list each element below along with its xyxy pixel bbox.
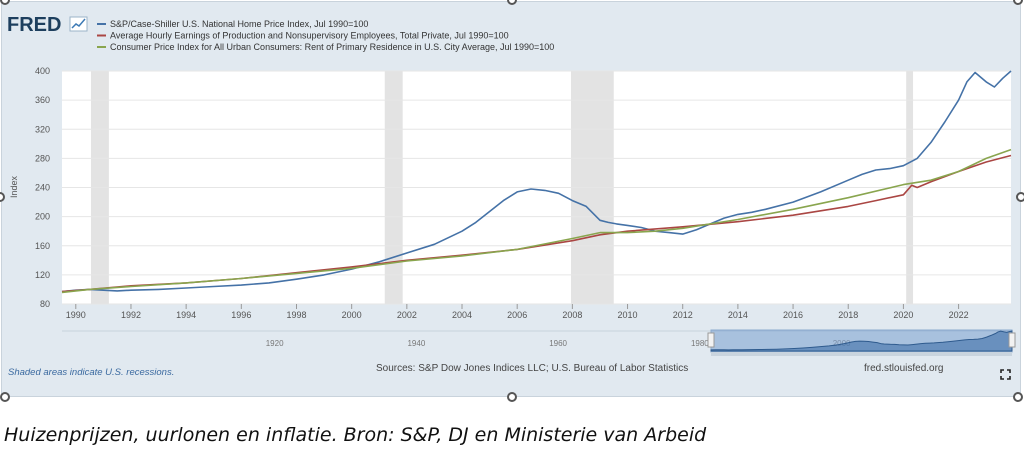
y-tick-label: 240 bbox=[35, 183, 50, 193]
resize-handle-top[interactable] bbox=[507, 0, 517, 5]
x-tick-label: 1994 bbox=[176, 310, 196, 320]
navigator-left-handle[interactable] bbox=[707, 332, 715, 348]
x-tick-label: 2022 bbox=[949, 310, 969, 320]
navigator-tick-label: 1980 bbox=[691, 339, 709, 348]
navigator-tick-label: 1940 bbox=[407, 339, 425, 348]
y-tick-label: 400 bbox=[35, 66, 50, 76]
navigator-series bbox=[710, 330, 1013, 352]
fullscreen-icon[interactable] bbox=[1000, 369, 1011, 380]
chart-svg: FRED S&P/Case-Shiller U.S. National Home… bbox=[7, 14, 1016, 380]
x-tick-label: 2016 bbox=[783, 310, 803, 320]
navigator-tick-label: 1920 bbox=[266, 339, 284, 348]
y-axis-label: Index bbox=[9, 175, 19, 198]
x-tick-label: 2012 bbox=[673, 310, 693, 320]
legend-entry[interactable]: Consumer Price Index for All Urban Consu… bbox=[110, 42, 554, 52]
resize-handle-bottom[interactable] bbox=[507, 392, 517, 402]
resize-handle-right[interactable] bbox=[1016, 192, 1024, 202]
x-tick-label: 1996 bbox=[231, 310, 251, 320]
resize-handle-bottom-left[interactable] bbox=[0, 392, 10, 402]
legend-entry[interactable]: Average Hourly Earnings of Production an… bbox=[110, 31, 509, 41]
y-tick-label: 120 bbox=[35, 270, 50, 280]
figure-caption: Huizenprijzen, uurlonen en inflatie. Bro… bbox=[4, 424, 707, 446]
resize-handle-top-right[interactable] bbox=[1013, 0, 1023, 5]
x-tick-label: 2014 bbox=[728, 310, 748, 320]
x-axis-ticks: 1990 1992 1994 1996 1998 2000 2002 2004 2006 2008… bbox=[66, 304, 969, 320]
navigator[interactable]: 19201940196019802000 bbox=[62, 329, 1016, 356]
navigator-tick-label: 1960 bbox=[549, 339, 567, 348]
fred-logo: FRED bbox=[7, 14, 61, 36]
x-tick-label: 2010 bbox=[618, 310, 638, 320]
legend: S&P/Case-Shiller U.S. National Home Pric… bbox=[97, 19, 554, 52]
x-tick-label: 2004 bbox=[452, 310, 472, 320]
resize-handle-bottom-right[interactable] bbox=[1013, 392, 1023, 402]
series-lines bbox=[61, 70, 1012, 294]
series-line-3 bbox=[61, 148, 1012, 294]
y-axis-ticks: 80 120 160 200 240 280 320 360 400 bbox=[35, 66, 50, 309]
sources-text: Sources: S&P Dow Jones Indices LLC; U.S.… bbox=[376, 363, 688, 374]
resize-handle-top-left[interactable] bbox=[0, 0, 10, 5]
y-tick-label: 160 bbox=[35, 241, 50, 251]
recession-note: Shaded areas indicate U.S. recessions. bbox=[8, 367, 174, 378]
series-line-1 bbox=[61, 70, 1012, 293]
x-tick-label: 2002 bbox=[397, 310, 417, 320]
gridlines bbox=[62, 70, 1011, 305]
x-tick-label: 2006 bbox=[507, 310, 527, 320]
navigator-scrollbar[interactable] bbox=[711, 352, 1012, 356]
resize-handle-left[interactable] bbox=[0, 192, 5, 202]
legend-entry[interactable]: S&P/Case-Shiller U.S. National Home Pric… bbox=[110, 19, 368, 29]
y-tick-label: 80 bbox=[40, 299, 50, 309]
x-tick-label: 1998 bbox=[286, 310, 306, 320]
fred-site-link[interactable]: fred.stlouisfed.org bbox=[864, 363, 944, 374]
fred-logo-icon bbox=[69, 16, 88, 32]
y-tick-label: 320 bbox=[35, 124, 50, 134]
y-tick-label: 280 bbox=[35, 153, 50, 163]
x-tick-label: 1990 bbox=[66, 310, 86, 320]
y-tick-label: 200 bbox=[35, 212, 50, 222]
x-tick-label: 2020 bbox=[893, 310, 913, 320]
x-tick-label: 1992 bbox=[121, 310, 141, 320]
chart-frame: FRED S&P/Case-Shiller U.S. National Home… bbox=[0, 0, 1024, 402]
navigator-right-handle[interactable] bbox=[1008, 332, 1016, 348]
x-tick-label: 2008 bbox=[562, 310, 582, 320]
x-tick-label: 2018 bbox=[838, 310, 858, 320]
x-tick-label: 2000 bbox=[342, 310, 362, 320]
y-tick-label: 360 bbox=[35, 95, 50, 105]
